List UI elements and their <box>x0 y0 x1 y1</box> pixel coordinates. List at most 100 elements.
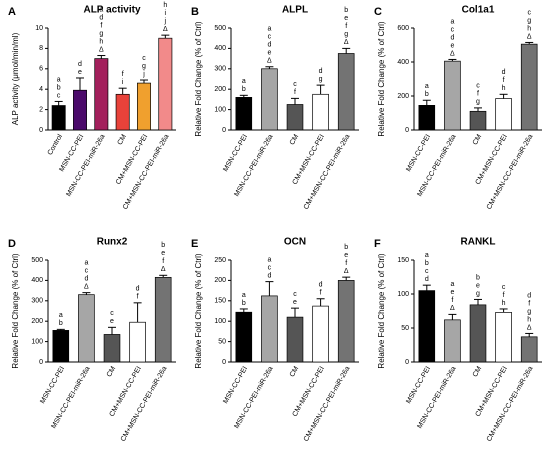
y-tick-label: 0 <box>222 359 226 366</box>
significance-letter: Δ <box>450 305 455 312</box>
significance-letter: c <box>268 264 272 271</box>
y-tick-label: 200 <box>397 93 409 100</box>
significance-letter: f <box>162 258 164 265</box>
bar <box>312 93 329 131</box>
significance-letter: b <box>476 274 480 281</box>
significance-letter: Δ <box>84 283 89 290</box>
significance-letter: f <box>528 300 530 307</box>
significance-letter: e <box>163 0 167 1</box>
significance-letter: b <box>425 260 429 267</box>
significance-letter: Δ <box>163 26 168 33</box>
x-tick-label: MSN-CC-PEI-miR-26a <box>65 133 106 198</box>
x-tick-label: CM <box>289 133 301 146</box>
significance-letter: j <box>142 71 145 78</box>
significance-letter: h <box>502 300 506 307</box>
significance-letter: h <box>502 85 506 92</box>
significance-letter: a <box>267 26 271 33</box>
y-axis-label: Relative Fold Change (% of Ctrl) <box>377 21 386 136</box>
significance-letter: f <box>100 22 102 29</box>
panel-label: D <box>8 238 16 250</box>
y-tick-label: 8 <box>39 45 43 52</box>
bar <box>312 305 329 363</box>
significance-letter: e <box>450 289 454 296</box>
significance-letter: d <box>450 34 454 41</box>
significance-letter: a <box>99 6 103 13</box>
significance-letter: f <box>122 71 124 78</box>
bar <box>261 295 278 363</box>
y-tick-label: 0 <box>405 127 409 134</box>
bar <box>235 311 253 363</box>
significance-letter: e <box>344 252 348 259</box>
chart-title: OCN <box>284 237 306 248</box>
bar <box>286 104 304 131</box>
x-tick-label: CM <box>106 365 118 378</box>
significance-letter: Δ <box>450 50 455 57</box>
significance-letter: Δ <box>267 58 272 65</box>
significance-letter: g <box>142 63 146 70</box>
panel-label: E <box>191 238 198 250</box>
panel-label: C <box>374 6 382 18</box>
significance-letter: e <box>476 282 480 289</box>
significance-letter: j <box>164 18 167 25</box>
y-tick-label: 600 <box>397 25 409 32</box>
x-tick-label: CM <box>116 133 128 146</box>
significance-letter: d <box>319 282 323 289</box>
significance-letter: Δ <box>161 266 166 273</box>
significance-letter: d <box>78 61 82 68</box>
y-tick-label: 500 <box>214 25 226 32</box>
significance-letter: d <box>84 275 88 282</box>
significance-letter: f <box>503 292 505 299</box>
significance-letter: h <box>527 25 531 32</box>
significance-letter: f <box>477 91 479 98</box>
significance-letter: g <box>344 31 348 38</box>
significance-letter: d <box>425 276 429 283</box>
bar <box>286 316 304 363</box>
significance-letter: b <box>57 84 61 91</box>
significance-letter: f <box>345 23 347 30</box>
significance-letter: h <box>99 38 103 45</box>
significance-letter: a <box>425 252 429 259</box>
x-tick-label: CM+MSN-CC-PEI-miR-26a <box>122 133 171 211</box>
significance-letter: f <box>503 77 505 84</box>
bar <box>78 294 95 363</box>
x-tick-label: CM <box>289 365 301 378</box>
bar <box>418 290 436 363</box>
bar <box>337 280 355 363</box>
significance-letter: b <box>59 320 63 327</box>
significance-letter: a <box>242 292 246 299</box>
significance-letter: b <box>242 86 246 93</box>
x-tick-label: MSN-CC-PEI <box>39 365 66 405</box>
significance-letter: c <box>425 268 429 275</box>
bar <box>444 319 461 363</box>
bar <box>235 97 253 131</box>
significance-letter: b <box>242 300 246 307</box>
y-tick-label: 200 <box>214 86 226 93</box>
significance-letter: d <box>136 286 140 293</box>
bar <box>495 98 512 131</box>
bar <box>418 104 436 131</box>
y-tick-label: 250 <box>214 257 226 264</box>
y-tick-label: 100 <box>397 291 409 298</box>
significance-letter: i <box>165 10 167 17</box>
significance-letter: e <box>161 250 165 257</box>
y-tick-label: 100 <box>214 318 226 325</box>
x-tick-label: CM+MSN-CC-PEI-miR-26a <box>486 365 535 443</box>
x-tick-label: CM+MSN-CC-PEI-miR-26a <box>486 133 535 211</box>
significance-letter: c <box>142 55 146 62</box>
y-tick-label: 4 <box>39 86 43 93</box>
significance-letter: b <box>161 242 165 249</box>
significance-letter: Δ <box>527 324 532 331</box>
significance-letter: g <box>319 76 323 83</box>
significance-letter: b <box>344 244 348 251</box>
chart-title: ALPL <box>282 5 308 16</box>
bar <box>469 304 487 363</box>
y-tick-label: 150 <box>397 257 409 264</box>
y-tick-label: 150 <box>214 298 226 305</box>
significance-letter: d <box>319 68 323 75</box>
significance-letter: g <box>527 308 531 315</box>
x-tick-label: Control <box>47 133 65 156</box>
significance-letter: h <box>527 316 531 323</box>
significance-letter: Δ <box>344 39 349 46</box>
bar <box>52 330 70 363</box>
